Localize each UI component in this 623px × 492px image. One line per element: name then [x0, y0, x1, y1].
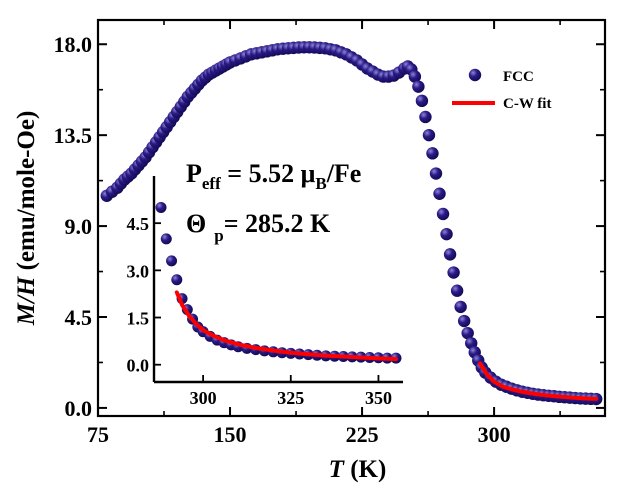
data-point: [440, 227, 453, 241]
inset-x-tick-label: 325: [277, 388, 304, 408]
inset-y-tick-label: 0.0: [127, 356, 150, 376]
data-point: [436, 207, 450, 221]
fit-line: [478, 361, 599, 401]
y-tick-label: 18.0: [54, 32, 93, 57]
y-axis-unit: (emu/mole-Oe): [13, 111, 40, 277]
x-axis-title: T (K): [329, 456, 387, 483]
data-point: [447, 266, 460, 279]
legend: FCC C-W fit: [452, 68, 551, 112]
inset-plot: 300 325 350 0.0 1.5 3.0 4.5: [127, 176, 403, 408]
peff-subscript: eff: [202, 174, 221, 193]
inset-data-point: [155, 201, 167, 213]
peff-symbol: P: [186, 159, 202, 188]
data-point: [429, 167, 443, 180]
data-point: [443, 248, 457, 261]
peff-unit: /Fe: [326, 159, 362, 188]
x-tick-label: 225: [346, 422, 379, 447]
annotation-peff: Peff = 5.52 μB/Fe: [186, 159, 361, 193]
data-point: [422, 128, 436, 142]
data-point: [415, 94, 429, 108]
peff-mu: μ: [301, 159, 316, 188]
inset-fit-line: [174, 290, 398, 361]
data-point: [408, 70, 422, 83]
data-point: [454, 300, 467, 314]
inset-data-point: [160, 233, 172, 245]
y-tick-label: 0.0: [65, 396, 93, 421]
x-tick-label: 150: [214, 422, 247, 447]
legend-fcc-label: FCC: [503, 69, 534, 85]
legend-fit-label: C-W fit: [503, 96, 551, 112]
theta-value: = 285.2 K: [224, 209, 331, 238]
inset-data-point: [171, 274, 183, 286]
peff-mu-subscript: B: [315, 174, 326, 193]
inset-x-tick-label: 350: [365, 388, 392, 408]
inset-background: [154, 176, 403, 382]
x-axis-unit: (K): [344, 456, 386, 483]
x-tick-label: 75: [87, 422, 109, 447]
data-point: [461, 326, 474, 340]
data-point: [450, 284, 464, 297]
data-point: [412, 80, 425, 93]
peff-value: = 5.52: [221, 159, 301, 188]
plot-frame: [96, 18, 607, 418]
inset-data-point: [166, 255, 178, 267]
x-axis-var: T: [329, 456, 346, 483]
x-tick-label: 300: [478, 422, 511, 447]
data-point: [426, 147, 439, 160]
theta-symbol: Θ: [186, 209, 206, 238]
y-tick-label: 4.5: [65, 305, 93, 330]
inset-y-tick-label: 4.5: [127, 214, 150, 234]
inset-y-tick-label: 3.0: [127, 261, 150, 281]
data-point: [433, 187, 446, 200]
y-axis-var: M/H: [13, 275, 40, 326]
y-axis-title: M/H (emu/mole-Oe): [13, 111, 40, 327]
data-point: [457, 314, 471, 328]
annotations: Peff = 5.52 μB/Fe Θ p= 285.2 K: [186, 159, 361, 245]
y-tick-label: 9.0: [65, 214, 93, 239]
data-point: [419, 110, 432, 124]
inset-x-tick-label: 300: [190, 388, 217, 408]
main-plot: 75 150 225 300 0.0 4.5 9.0 13.5 18.0 T (K) M/H (em…: [13, 18, 607, 483]
legend-fcc-marker: [468, 68, 482, 82]
y-tick-label: 13.5: [54, 123, 93, 148]
inset-y-tick-label: 1.5: [127, 309, 150, 329]
theta-subscript: p: [214, 226, 223, 245]
